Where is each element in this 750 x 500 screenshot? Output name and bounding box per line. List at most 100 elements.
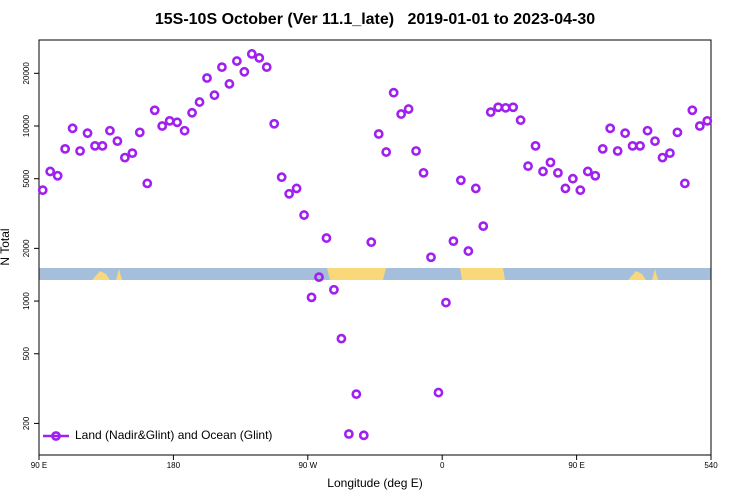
point xyxy=(254,52,265,63)
point xyxy=(441,297,451,308)
point xyxy=(321,233,332,243)
point xyxy=(530,140,541,151)
land xyxy=(628,271,646,280)
point xyxy=(127,148,138,159)
point xyxy=(388,87,399,98)
y-tick-label: 5000 xyxy=(22,169,31,187)
x-tick-label: 180 xyxy=(167,461,181,470)
point xyxy=(523,161,533,172)
y-axis-label: N Total xyxy=(0,228,12,265)
point xyxy=(597,144,608,154)
x-tick-label: 90 E xyxy=(31,461,47,470)
point xyxy=(67,123,78,134)
x-tick-label: 540 xyxy=(704,461,718,470)
point xyxy=(284,188,295,199)
x-tick-label: 0 xyxy=(440,461,445,470)
legend-label: Land (Nadir&Glint) and Ocean (Glint) xyxy=(75,428,272,442)
point xyxy=(478,221,489,232)
y-tick-label: 20000 xyxy=(22,62,31,85)
point xyxy=(396,109,407,119)
point xyxy=(134,127,145,138)
point xyxy=(538,166,548,177)
chart-title: 15S-10S October (Ver 11.1_late) 2019-01-… xyxy=(155,11,595,28)
land-ocean-strip xyxy=(39,268,711,280)
point xyxy=(314,272,324,283)
point xyxy=(448,236,459,247)
point xyxy=(694,121,705,131)
point xyxy=(627,140,638,151)
y-tick-label: 1000 xyxy=(22,292,31,310)
point xyxy=(426,252,436,263)
point xyxy=(187,107,197,118)
point xyxy=(657,152,668,163)
point xyxy=(351,389,362,400)
point xyxy=(403,104,414,114)
point xyxy=(112,136,123,146)
point xyxy=(90,140,100,151)
point xyxy=(463,246,474,256)
x-tick-label: 90 W xyxy=(298,461,317,470)
land xyxy=(92,271,110,280)
point xyxy=(224,79,235,89)
point xyxy=(209,90,220,101)
point xyxy=(336,333,347,344)
point xyxy=(679,178,690,189)
point xyxy=(75,146,85,156)
point xyxy=(702,115,713,126)
point xyxy=(575,185,586,196)
point xyxy=(665,148,675,159)
point xyxy=(45,166,56,177)
point xyxy=(508,102,519,113)
point xyxy=(620,128,631,139)
plot-frame xyxy=(38,39,712,456)
point xyxy=(485,107,496,118)
point xyxy=(470,183,481,194)
point xyxy=(299,210,309,220)
point xyxy=(567,173,578,184)
point xyxy=(239,66,250,77)
point xyxy=(202,73,212,83)
point xyxy=(590,170,601,181)
legend-marker xyxy=(51,431,61,441)
point xyxy=(142,178,153,189)
point xyxy=(605,123,616,134)
point xyxy=(52,170,63,181)
point xyxy=(560,183,571,194)
point xyxy=(433,387,444,398)
point xyxy=(37,185,48,196)
y-tick-label: 2000 xyxy=(22,239,31,257)
point xyxy=(217,62,227,73)
point xyxy=(545,157,556,168)
point xyxy=(306,292,317,303)
x-axis-label: Longitude (deg E) xyxy=(327,476,422,490)
point xyxy=(612,146,623,156)
y-tick-label: 200 xyxy=(22,416,31,430)
point xyxy=(329,284,339,295)
point xyxy=(635,140,645,151)
point xyxy=(582,166,593,177)
point xyxy=(276,172,287,183)
point xyxy=(366,237,377,248)
point xyxy=(179,125,190,136)
point xyxy=(500,102,511,113)
point xyxy=(60,144,71,154)
point xyxy=(381,147,392,157)
point xyxy=(269,118,280,129)
point xyxy=(373,129,384,139)
point xyxy=(672,127,683,138)
point xyxy=(493,102,504,113)
x-tick-label: 90 E xyxy=(568,461,584,470)
point xyxy=(246,49,257,59)
point xyxy=(687,105,698,116)
point xyxy=(418,167,429,178)
point xyxy=(157,121,168,131)
land xyxy=(652,269,658,280)
point xyxy=(343,429,354,439)
point xyxy=(455,175,466,186)
point xyxy=(164,115,175,126)
land xyxy=(327,268,386,280)
point xyxy=(553,167,563,178)
point xyxy=(411,146,421,156)
land xyxy=(116,269,122,280)
